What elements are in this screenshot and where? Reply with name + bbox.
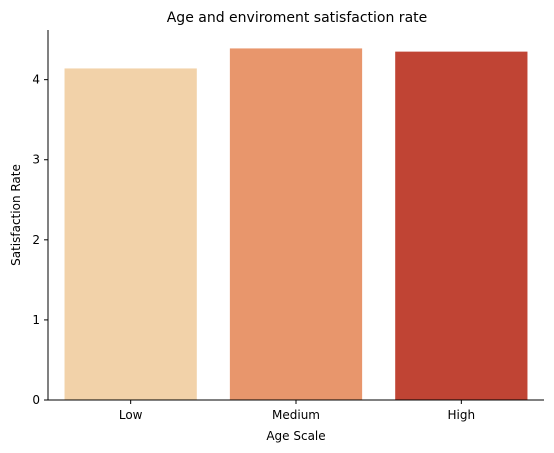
bar-low (64, 68, 197, 400)
bar-medium (229, 48, 363, 400)
chart-title: Age and enviroment satisfaction rate (167, 10, 428, 26)
x-tick-label: Low (119, 408, 143, 422)
y-tick-label: 4 (32, 73, 40, 87)
y-tick-label: 1 (32, 313, 40, 327)
x-axis-ticks: Low Medium High (119, 400, 475, 422)
x-axis-label: Age Scale (266, 429, 325, 443)
y-tick-label: 0 (32, 393, 40, 407)
y-tick-label: 3 (32, 153, 40, 167)
y-axis-label: Satisfaction Rate (9, 164, 23, 266)
y-tick-label: 2 (32, 233, 40, 247)
y-axis-ticks: 0 1 2 3 4 (32, 73, 48, 407)
x-tick-label: High (448, 408, 476, 422)
bar-high (395, 51, 528, 400)
x-tick-label: Medium (272, 408, 320, 422)
bars-group (64, 48, 528, 400)
